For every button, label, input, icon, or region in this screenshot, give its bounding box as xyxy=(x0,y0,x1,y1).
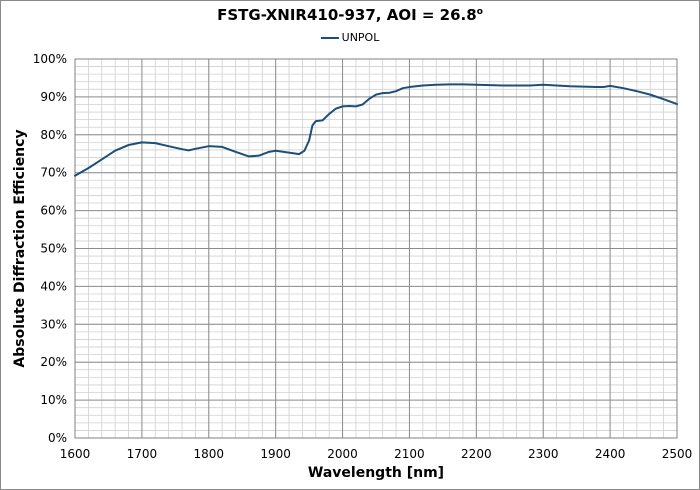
x-tick-label: 1900 xyxy=(260,447,291,461)
y-tick-label: 80% xyxy=(40,128,67,142)
series-layer xyxy=(74,83,678,177)
chart-title-degree: o xyxy=(476,7,483,17)
x-tick-labels: 1600 1700 1800 1900 2000 2100 2200 2300 2400 2500 xyxy=(60,447,693,461)
x-tick-label: 2200 xyxy=(461,447,492,461)
x-tick-label: 2300 xyxy=(528,447,559,461)
chart-title: FSTG-XNIR410-937, AOI = 26.8o xyxy=(0,6,700,24)
legend-label-unpol: UNPOL xyxy=(341,31,380,44)
y-tick-label: 20% xyxy=(40,355,67,369)
x-tick-label: 2100 xyxy=(394,447,425,461)
series-line-unpol xyxy=(74,83,678,177)
y-tick-label: 0% xyxy=(48,431,67,445)
x-tick-label: 1600 xyxy=(60,447,91,461)
x-tick-label: 2400 xyxy=(595,447,626,461)
plot-area-border xyxy=(74,58,678,439)
y-axis-title: Absolute Diffraction Efficiency xyxy=(12,129,28,367)
chart-title-text: FSTG-XNIR410-937, AOI = 26.8 xyxy=(217,6,477,24)
x-tick-label: 2000 xyxy=(327,447,358,461)
y-tick-label: 30% xyxy=(40,317,67,331)
y-tick-label: 40% xyxy=(40,279,67,293)
x-tick-label: 1800 xyxy=(194,447,225,461)
y-tick-label: 60% xyxy=(40,204,67,218)
y-tick-labels: 0% 10% 20% 30% 40% 50% 60% 70% 80% 90% 100% xyxy=(33,52,67,445)
y-tick-label: 10% xyxy=(40,393,67,407)
x-tick-label: 1700 xyxy=(127,447,158,461)
legend: UNPOL xyxy=(0,31,700,44)
x-axis-title: Wavelength [nm] xyxy=(308,465,444,481)
y-tick-label: 90% xyxy=(40,90,67,104)
y-tick-label: 100% xyxy=(33,52,67,66)
x-tick-label: 2500 xyxy=(662,447,693,461)
y-tick-label: 70% xyxy=(40,166,67,180)
major-gridlines xyxy=(74,58,678,439)
legend-swatch-unpol xyxy=(320,37,339,39)
y-tick-label: 50% xyxy=(40,242,67,256)
